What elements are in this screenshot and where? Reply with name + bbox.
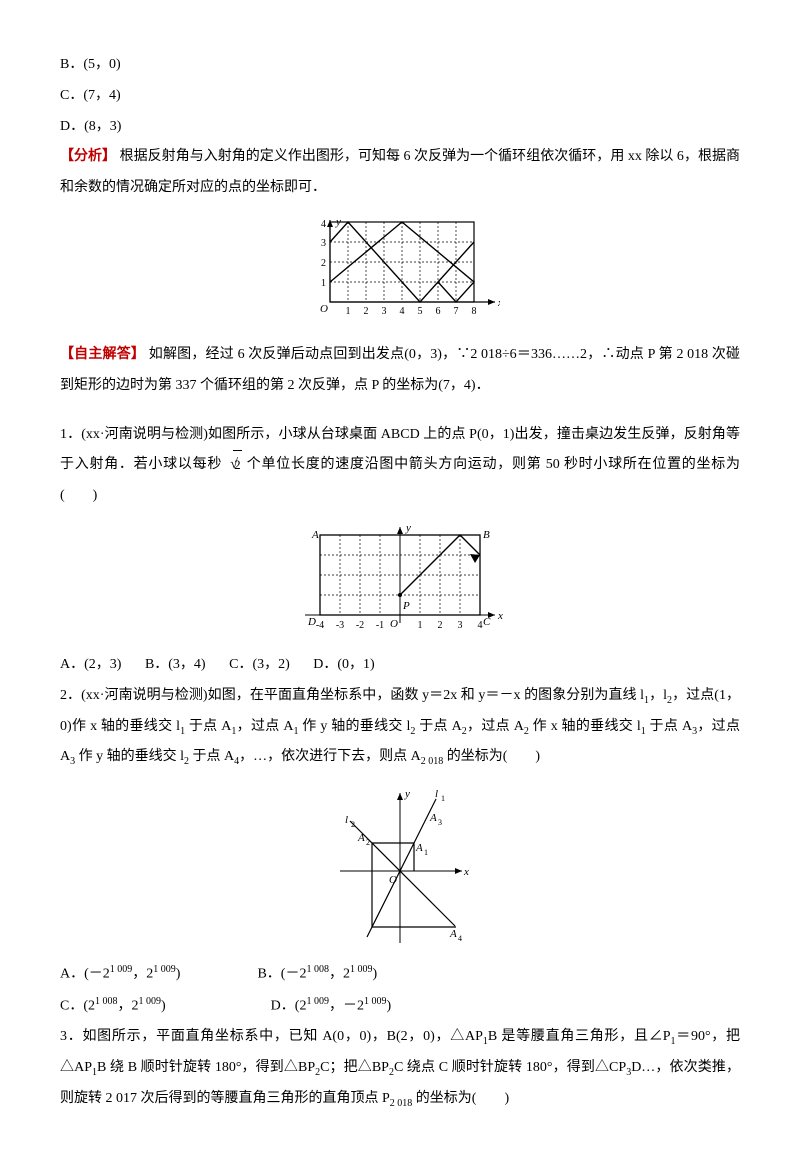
self-answer-text: 如解图，经过 6 次反弹后动点回到出发点(0，3)，∵2 018÷6＝336………: [60, 347, 740, 393]
q3-stem: 3．如图所示，平面直角坐标系中，已知 A(0，0)，B(2，0)，△AP1B 是…: [60, 1022, 740, 1114]
svg-text:A: A: [311, 529, 319, 541]
q2-t1: 2．(xx·河南说明与检测)如图，在平面直角坐标系中，函数 y＝2x 和 y＝－…: [60, 688, 644, 703]
q2-t8: ，过点 A: [467, 719, 524, 734]
analysis-block: 【分析】 根据反射角与入射角的定义作出图形，可知每 6 次反弹为一个循环组依次循…: [60, 142, 740, 204]
svg-text:3: 3: [458, 620, 463, 631]
blank-line: [60, 402, 740, 420]
analysis-label: 【分析】: [60, 149, 116, 164]
q2-choice-b: B．(－21 008，21 009): [257, 959, 377, 990]
svg-text:2: 2: [351, 820, 355, 829]
svg-text:l: l: [435, 788, 438, 800]
svg-text:1: 1: [441, 794, 445, 803]
analysis-text: 根据反射角与入射角的定义作出图形，可知每 6 次反弹为一个循环组依次循环，用 x…: [60, 149, 740, 195]
q2-choice-c: C．(21 008，21 009): [60, 991, 166, 1022]
svg-text:x: x: [497, 610, 503, 622]
q1-choice-d: D．(0，1): [313, 650, 374, 681]
q1-choice-b: B．(3，4): [145, 650, 206, 681]
q3-a: 3．如图所示，平面直角坐标系中，已知 A(0，0)，B(2，0)，△AP: [60, 1029, 483, 1044]
figure-3: x y O l1 l2 A1 A2 A3 A4: [60, 781, 740, 951]
option-b: B．(5，0): [60, 50, 740, 81]
svg-text:3: 3: [438, 818, 442, 827]
self-answer-block: 【自主解答】 如解图，经过 6 次反弹后动点回到出发点(0，3)，∵2 018÷…: [60, 340, 740, 402]
q2-choices-row2: C．(21 008，21 009) D．(21 009，－21 009): [60, 991, 740, 1022]
q1-choice-a: A．(2，3): [60, 650, 121, 681]
svg-text:7: 7: [454, 306, 459, 317]
svg-text:y: y: [404, 788, 410, 800]
svg-text:x: x: [497, 297, 500, 309]
q1-stem: 1．(xx·河南说明与检测)如图所示，小球从台球桌面 ABCD 上的点 P(0，…: [60, 420, 740, 512]
q2-t2: ，l: [649, 688, 667, 703]
svg-text:2: 2: [364, 306, 369, 317]
q2-t12: 作 y 轴的垂线交 l: [75, 749, 184, 764]
svg-text:C: C: [483, 616, 491, 628]
svg-text:4: 4: [458, 934, 462, 943]
svg-text:1: 1: [418, 620, 423, 631]
svg-text:-1: -1: [376, 620, 384, 631]
option-c: C．(7，4): [60, 81, 740, 112]
q3-b: B 是等腰直角三角形，且∠P: [488, 1029, 671, 1044]
q2-t10: 于点 A: [646, 719, 692, 734]
svg-text:-3: -3: [336, 620, 344, 631]
q3-f: C 绕点 C 顺时针旋转 180°，得到△CP: [394, 1060, 626, 1075]
q2-tend: 的坐标为( ): [443, 749, 540, 764]
q2-stem: 2．(xx·河南说明与检测)如图，在平面直角坐标系中，函数 y＝2x 和 y＝－…: [60, 681, 740, 773]
q2-t14: ，…，依次进行下去，则点 A: [239, 749, 421, 764]
q2-t9: 作 x 轴的垂线交 l: [529, 719, 641, 734]
option-d: D．(8，3): [60, 112, 740, 143]
svg-text:3: 3: [382, 306, 387, 317]
svg-text:O: O: [390, 618, 398, 630]
svg-text:1: 1: [346, 306, 351, 317]
svg-text:y: y: [405, 522, 411, 534]
svg-text:A: A: [415, 842, 423, 854]
svg-text:-2: -2: [356, 620, 364, 631]
q3-d: B 绕 B 顺时针旋转 180°，得到△BP: [97, 1060, 315, 1075]
svg-text:8: 8: [472, 306, 477, 317]
q2-choices-row1: A．(－21 009，21 009) B．(－21 008，21 009): [60, 959, 740, 990]
svg-text:2: 2: [321, 258, 326, 269]
svg-text:x: x: [463, 866, 469, 878]
svg-text:l: l: [345, 814, 348, 826]
figure-2: x y O A B C D P -4 -3 -2 -1 1 2 3 4: [60, 520, 740, 642]
self-answer-label: 【自主解答】: [60, 347, 145, 362]
q2-choice-a: A．(－21 009，21 009): [60, 959, 180, 990]
svg-text:6: 6: [436, 306, 441, 317]
figure-1: x y O 123 456 78 12 34: [60, 212, 740, 332]
q2-t6: 作 y 轴的垂线交 l: [299, 719, 411, 734]
svg-text:2: 2: [366, 838, 370, 847]
q3-h: 的坐标为( ): [412, 1091, 509, 1106]
q2-choice-d: D．(21 009，－21 009): [271, 991, 391, 1022]
svg-text:A: A: [357, 832, 365, 844]
svg-text:5: 5: [418, 306, 423, 317]
svg-text:4: 4: [478, 620, 483, 631]
q2-t13: 于点 A: [189, 749, 234, 764]
svg-text:P: P: [402, 600, 410, 612]
q2-sub2018: 2 018: [421, 756, 444, 767]
q2-t4: 于点 A: [185, 719, 231, 734]
svg-text:2: 2: [438, 620, 443, 631]
svg-text:1: 1: [424, 848, 428, 857]
svg-text:-4: -4: [316, 620, 324, 631]
svg-text:4: 4: [400, 306, 405, 317]
q1-choice-c: C．(3，2): [229, 650, 290, 681]
q2-t5: ，过点 A: [236, 719, 293, 734]
svg-text:A: A: [429, 812, 437, 824]
q1-choices: A．(2，3) B．(3，4) C．(3，2) D．(0，1): [60, 650, 740, 681]
q3-e: C；把△BP: [320, 1060, 389, 1075]
svg-text:A: A: [449, 928, 457, 940]
svg-text:D: D: [307, 616, 316, 628]
svg-text:O: O: [320, 303, 328, 315]
svg-text:4: 4: [321, 219, 326, 230]
svg-text:B: B: [483, 529, 490, 541]
svg-text:1: 1: [321, 278, 326, 289]
q2-t7: 于点 A: [415, 719, 461, 734]
svg-text:3: 3: [321, 238, 326, 249]
